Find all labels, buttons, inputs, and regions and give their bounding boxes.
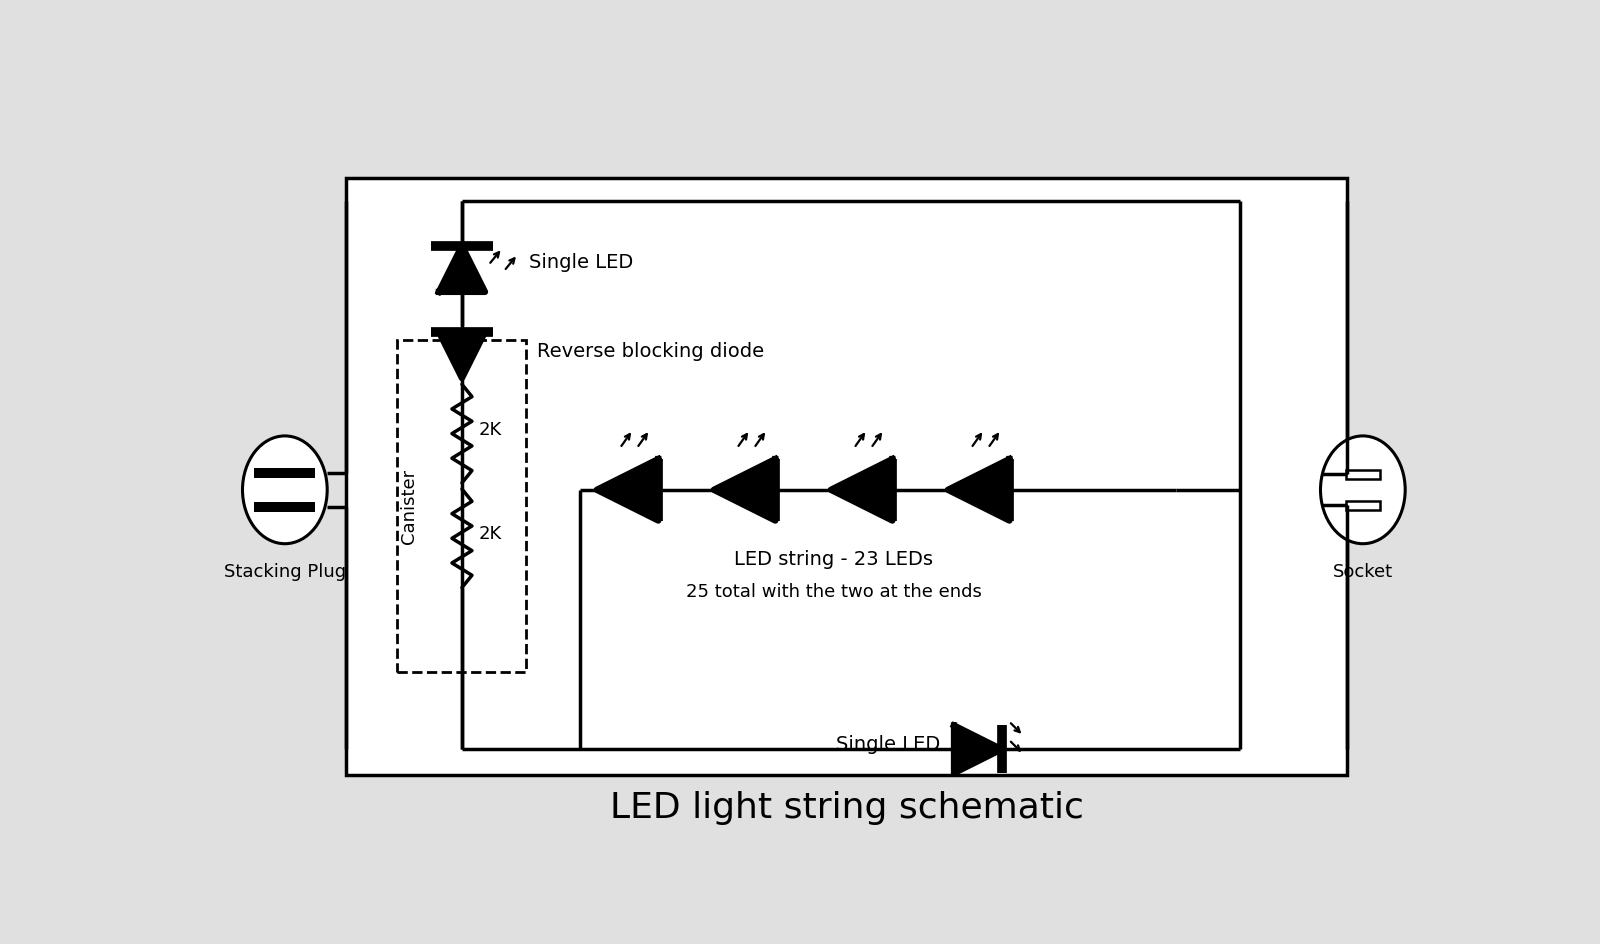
Text: 2K: 2K: [478, 421, 502, 439]
Bar: [1346, 500, 1379, 510]
Bar: [397, 340, 526, 672]
Text: Single LED: Single LED: [835, 735, 941, 754]
Text: 25 total with the two at the ends: 25 total with the two at the ends: [686, 583, 982, 601]
Text: 2K: 2K: [478, 526, 502, 544]
Polygon shape: [714, 459, 776, 520]
Text: LED light string schematic: LED light string schematic: [610, 791, 1083, 825]
Text: Single LED: Single LED: [528, 253, 634, 272]
Text: LED string - 23 LEDs: LED string - 23 LEDs: [734, 549, 933, 568]
Polygon shape: [954, 725, 1002, 773]
Text: Socket: Socket: [1333, 563, 1394, 581]
Bar: [254, 502, 315, 512]
Polygon shape: [597, 459, 658, 520]
Text: Stacking Plug: Stacking Plug: [224, 563, 346, 581]
Bar: [254, 468, 315, 478]
Ellipse shape: [243, 436, 328, 544]
Polygon shape: [438, 245, 485, 292]
Polygon shape: [947, 459, 1010, 520]
Ellipse shape: [1320, 436, 1405, 544]
Text: Reverse blocking diode: Reverse blocking diode: [538, 342, 765, 361]
Bar: [1346, 470, 1379, 479]
Polygon shape: [830, 459, 893, 520]
Bar: [347, 178, 1347, 775]
Text: Canister: Canister: [400, 468, 418, 544]
Polygon shape: [438, 332, 485, 379]
